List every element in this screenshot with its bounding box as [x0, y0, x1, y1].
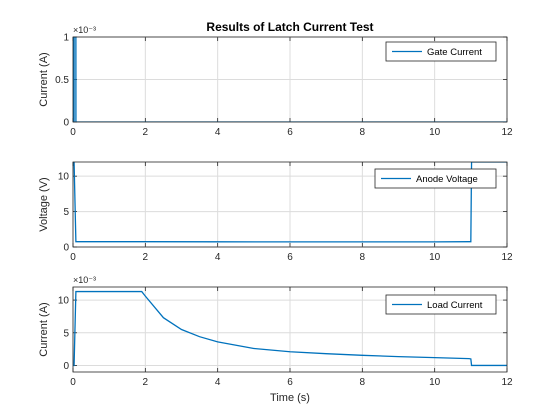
- x-tick-label: 0: [70, 252, 76, 263]
- y-exponent-label: ×10⁻³: [73, 275, 96, 285]
- y-axis-label: Current (A): [38, 52, 50, 106]
- y-tick-label: 10: [58, 296, 70, 307]
- y-tick-label: 0: [63, 243, 69, 254]
- series-line: [73, 290, 507, 367]
- y-tick-label: 1: [63, 33, 69, 44]
- x-tick-label: 12: [501, 377, 513, 388]
- subplot-2: 0 2 4 6 8 10 12 0 5 10 Voltage (V) Anode Voltage: [38, 161, 513, 263]
- x-tick-label: 10: [429, 127, 441, 138]
- x-tick-label: 12: [501, 252, 513, 263]
- x-tick-label: 6: [287, 127, 293, 138]
- x-tick-label: 6: [287, 377, 293, 388]
- x-axis-label: Time (s): [270, 392, 310, 404]
- legend: Gate Current: [385, 41, 497, 62]
- legend-box: [385, 294, 497, 315]
- x-tick-label: 2: [143, 252, 149, 263]
- x-tick-label: 10: [429, 377, 441, 388]
- y-exponent-label: ×10⁻³: [73, 25, 96, 35]
- y-axis-label: Current (A): [38, 302, 50, 356]
- y-tick-label: 5: [63, 328, 69, 339]
- x-tick-label: 12: [501, 127, 513, 138]
- x-tick-label: 2: [143, 127, 149, 138]
- axes-box: [72, 36, 508, 123]
- x-tick-label: 4: [215, 127, 221, 138]
- figure-title: Results of Latch Current Test: [206, 20, 373, 34]
- legend-box: [374, 168, 497, 189]
- x-tick-label: 4: [215, 377, 221, 388]
- x-tick-label: 4: [215, 252, 221, 263]
- y-tick-label: 0: [63, 361, 69, 372]
- subplots: 0 2 4 6 8 10 12 0 0.5 1 Current (A) ×10⁻³ Gate Curre…: [38, 25, 513, 404]
- series-line: [73, 162, 507, 243]
- legend: Anode Voltage: [374, 168, 497, 189]
- x-tick-label: 0: [70, 127, 76, 138]
- legend-entry: Load Current: [427, 300, 483, 311]
- x-tick-label: 2: [143, 377, 149, 388]
- legend-box: [385, 41, 497, 62]
- series-line: [73, 37, 507, 122]
- legend: Load Current: [385, 294, 497, 315]
- axes-box: [72, 161, 508, 248]
- y-tick-label: 0.5: [55, 75, 69, 86]
- subplot-1: 0 2 4 6 8 10 12 0 0.5 1 Current (A) ×10⁻³ Gate Curre…: [38, 25, 513, 138]
- legend-entry: Anode Voltage: [416, 174, 478, 185]
- x-tick-label: 8: [360, 377, 366, 388]
- x-tick-label: 6: [287, 252, 293, 263]
- y-tick-label: 10: [58, 172, 70, 183]
- axes-box: [72, 286, 508, 373]
- y-tick-label: 0: [63, 118, 69, 129]
- y-tick-label: 5: [63, 207, 69, 218]
- x-tick-label: 8: [360, 252, 366, 263]
- x-tick-label: 0: [70, 377, 76, 388]
- legend-entry: Gate Current: [427, 47, 482, 58]
- x-tick-label: 8: [360, 127, 366, 138]
- subplot-3: 0 2 4 6 8 10 12 0 5 10 Current (A) Time (s) ×10⁻³ Loa…: [38, 275, 513, 404]
- x-tick-label: 10: [429, 252, 441, 263]
- y-axis-label: Voltage (V): [38, 177, 50, 231]
